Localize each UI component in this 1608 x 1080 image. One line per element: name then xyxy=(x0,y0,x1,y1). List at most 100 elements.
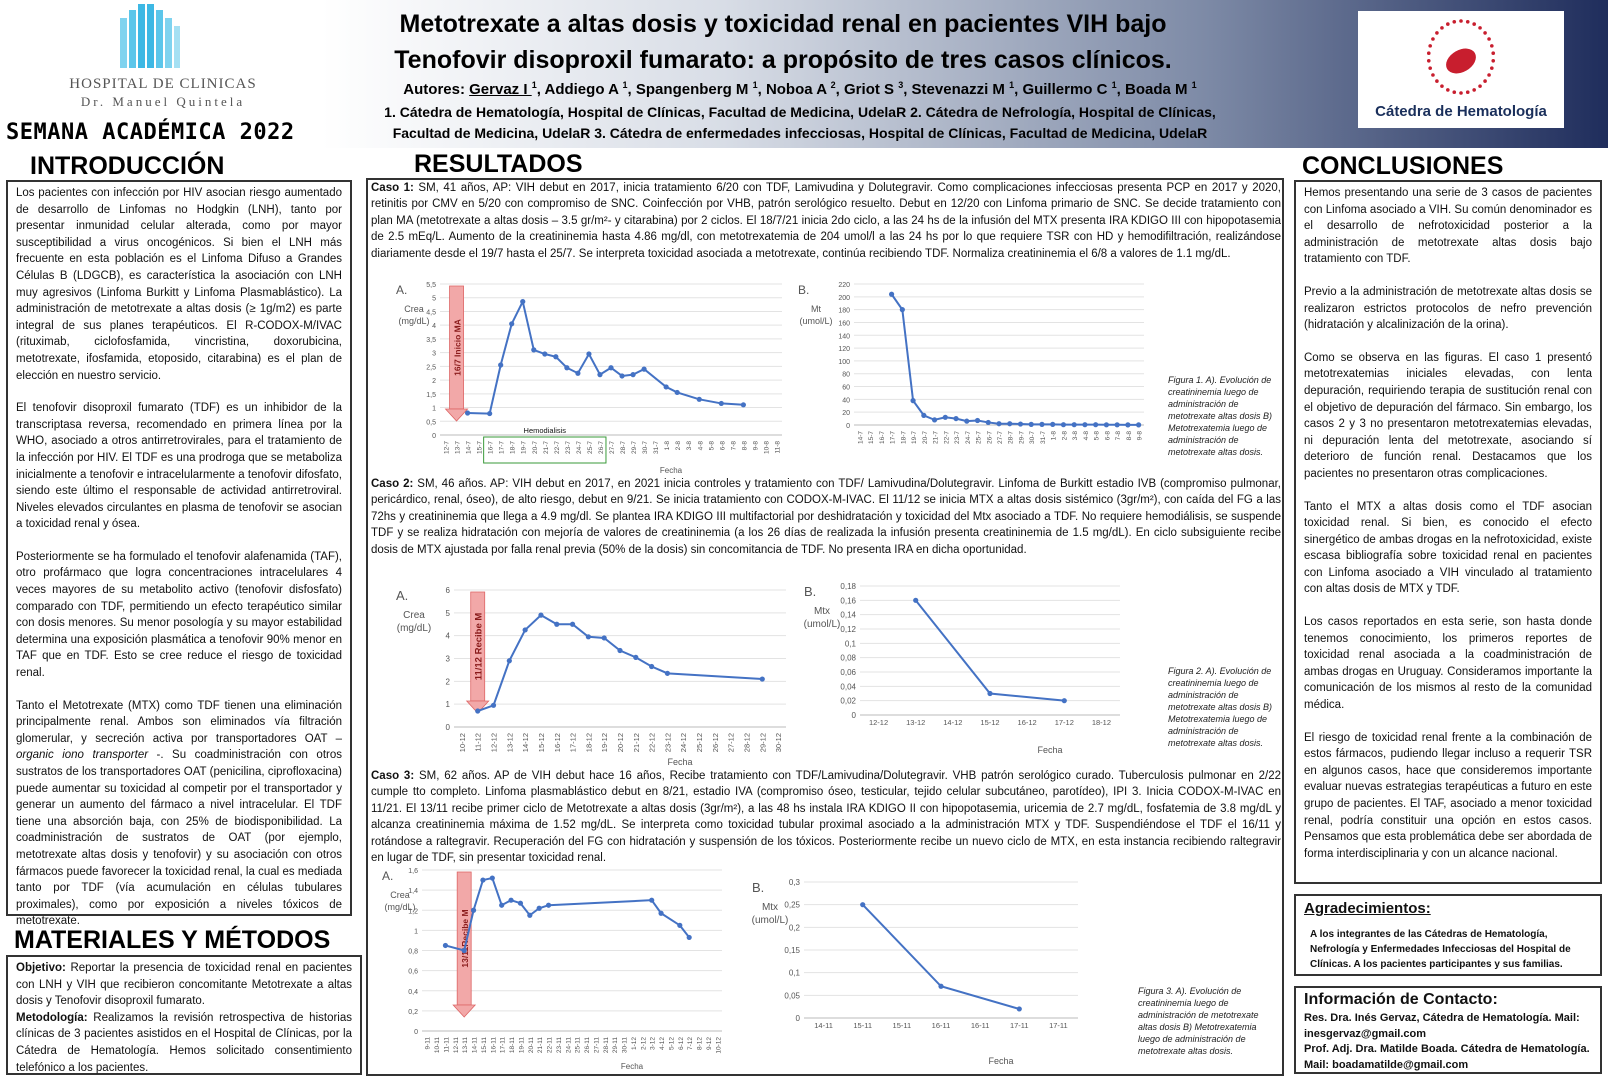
data-point xyxy=(987,690,993,697)
case-1-body: SM, 41 años, AP: VIH debut en 2017, inic… xyxy=(371,182,1281,260)
x-tick-label: 29-12 xyxy=(758,733,767,752)
data-point xyxy=(499,902,505,908)
intro-p4-em: organic iono transporter xyxy=(16,749,149,762)
x-tick-label: 23-7 xyxy=(954,431,961,444)
fig1-caption: Figura 1. A). Evolución de creatininemia… xyxy=(1168,375,1273,457)
results-title: RESULTADOS xyxy=(414,150,583,178)
data-point xyxy=(686,934,692,941)
x-tick-label: 4-12 xyxy=(659,1037,666,1050)
x-tick-label: 22-7 xyxy=(943,431,950,444)
data-point xyxy=(1082,422,1088,428)
chart-fig2b: 0 0,02 0,04 0,06 0,08 0,1 0,12 0,14 0,16 0,18 12-1… xyxy=(800,580,1160,760)
y-tick-label: 0,5 xyxy=(426,419,436,426)
x-tick-label: 22-11 xyxy=(547,1037,554,1054)
data-point xyxy=(1071,422,1077,428)
x-tick-label: 16-11 xyxy=(932,1021,951,1030)
x-tick-label: 29-11 xyxy=(612,1037,619,1054)
x-tick-label: 2-8 xyxy=(675,441,682,451)
x-tick-label: 17-11 xyxy=(1049,1021,1068,1030)
x-tick-label: 12-12 xyxy=(869,718,888,727)
y-tick-label: 40 xyxy=(842,397,850,404)
x-tick-label: 16-11 xyxy=(971,1021,990,1030)
y-tick-label: 80 xyxy=(842,372,850,379)
x-tick-label: 16-11 xyxy=(490,1037,497,1054)
y-tick-label: 3,5 xyxy=(426,337,436,344)
y-tick-label: 1,5 xyxy=(426,392,436,399)
data-point xyxy=(553,354,559,360)
data-point xyxy=(921,412,927,418)
y-tick-label: 100 xyxy=(838,359,850,366)
panel-label: A. xyxy=(396,588,408,603)
contact-email-1[interactable]: inesgervaz@gmail.com xyxy=(1304,1027,1426,1040)
x-tick-label: 26-12 xyxy=(711,733,720,752)
x-tick-label: 12-12 xyxy=(490,733,499,752)
conclusion-paragraph-5: Los casos reportados en esta serie, son … xyxy=(1304,616,1592,712)
data-point xyxy=(1061,698,1067,704)
case-3-label: Caso 3: xyxy=(371,770,415,782)
x-tick-label: 13-12 xyxy=(906,718,925,727)
x-tick-label: 19-12 xyxy=(600,733,609,752)
x-tick-label: 17-11 xyxy=(500,1037,507,1054)
x-tick-label: 14-12 xyxy=(521,733,530,752)
objetivo-label: Objetivo: xyxy=(16,962,66,974)
authors-list: Gervaz I 1, Addiego A 1, Spangenberg M 1… xyxy=(469,80,1197,98)
x-tick-label: 24-12 xyxy=(679,733,688,752)
chart-fig2b-svg: 0 0,02 0,04 0,06 0,08 0,1 0,12 0,14 0,16 0,18 12-1… xyxy=(804,582,1120,755)
y-tick-label: 0,2 xyxy=(789,923,801,932)
x-tick-label: 28-12 xyxy=(742,733,751,752)
x-tick-label: 21-12 xyxy=(632,733,641,752)
x-tick-label: 17-12 xyxy=(1055,718,1074,727)
data-point xyxy=(1050,421,1056,427)
x-tick-label: 27-11 xyxy=(593,1037,600,1054)
x-tick-label: 3-8 xyxy=(686,441,693,451)
intro-title: INTRODUCCIÓN xyxy=(30,152,225,180)
chart-fig2a: 0 1 2 3 4 5 6 10-12 11-12 12-12 13-12 14-12 15-12 16-… xyxy=(392,572,802,772)
data-point xyxy=(538,612,544,618)
data-point xyxy=(658,910,664,916)
x-tick-label: 18-11 xyxy=(509,1037,516,1054)
data-point xyxy=(575,370,581,376)
x-tick-label: 9-8 xyxy=(752,441,759,451)
x-tick-label: 21-7 xyxy=(543,441,550,454)
data-point xyxy=(663,384,669,390)
panel-label: B. xyxy=(804,584,816,599)
conclusion-paragraph-4: Tanto el MTX a altas dosis como el TDF a… xyxy=(1304,500,1592,596)
data-point xyxy=(1016,1006,1022,1012)
y-tick-label: 1 xyxy=(432,406,436,413)
x-tick-label: 25-7 xyxy=(976,431,983,444)
affiliation-line-1: 1. Cátedra de Hematología, Hospital de C… xyxy=(384,104,1216,120)
y-tick-label: 220 xyxy=(838,282,850,289)
poster-title: Metotrexate a altas dosis y toxicidad re… xyxy=(358,6,1208,78)
x-tick-label: 31-7 xyxy=(653,441,660,454)
data-point xyxy=(649,663,655,670)
x-tick-label: 29-7 xyxy=(1018,431,1025,444)
y-tick-label: 0,16 xyxy=(840,596,856,605)
acknowledgements-box: Agradecimientos: A los integrantes de la… xyxy=(1294,894,1602,976)
data-point xyxy=(586,351,592,357)
y-axis-label: (umol/L) xyxy=(804,619,841,630)
affiliation-line-2: Facultad de Medicina, UdelaR 3. Cátedra … xyxy=(392,125,1208,141)
x-tick-label: 20-7 xyxy=(922,431,929,444)
x-tick-label: 13-12 xyxy=(505,733,514,752)
x-tick-label: 28-7 xyxy=(620,441,627,454)
data-point xyxy=(740,402,746,408)
data-point xyxy=(759,676,765,682)
data-point xyxy=(464,410,471,416)
y-tick-label: 200 xyxy=(838,295,850,302)
x-tick-label: 30-7 xyxy=(1029,431,1036,444)
case-2-label: Caso 2: xyxy=(371,478,414,490)
acknowledgements-text: A los integrantes de las Cátedras de Hem… xyxy=(1310,929,1571,970)
data-point xyxy=(542,351,548,357)
x-tick-label: 10-12 xyxy=(458,733,467,752)
data-point xyxy=(536,905,542,911)
y-tick-label: 4,5 xyxy=(426,309,436,316)
data-point xyxy=(1060,422,1067,428)
x-tick-label: 14-11 xyxy=(814,1021,833,1030)
data-point xyxy=(617,647,623,654)
x-tick-label: 25-12 xyxy=(695,733,704,752)
x-tick-label: 2-12 xyxy=(640,1037,647,1050)
data-point xyxy=(641,366,647,372)
annotation-label: 11/12 Recibe M xyxy=(474,613,485,681)
x-tick-label: 23-7 xyxy=(565,441,572,454)
contact-email-2[interactable]: Mail: boadamatilde@gmail.com xyxy=(1304,1058,1469,1071)
